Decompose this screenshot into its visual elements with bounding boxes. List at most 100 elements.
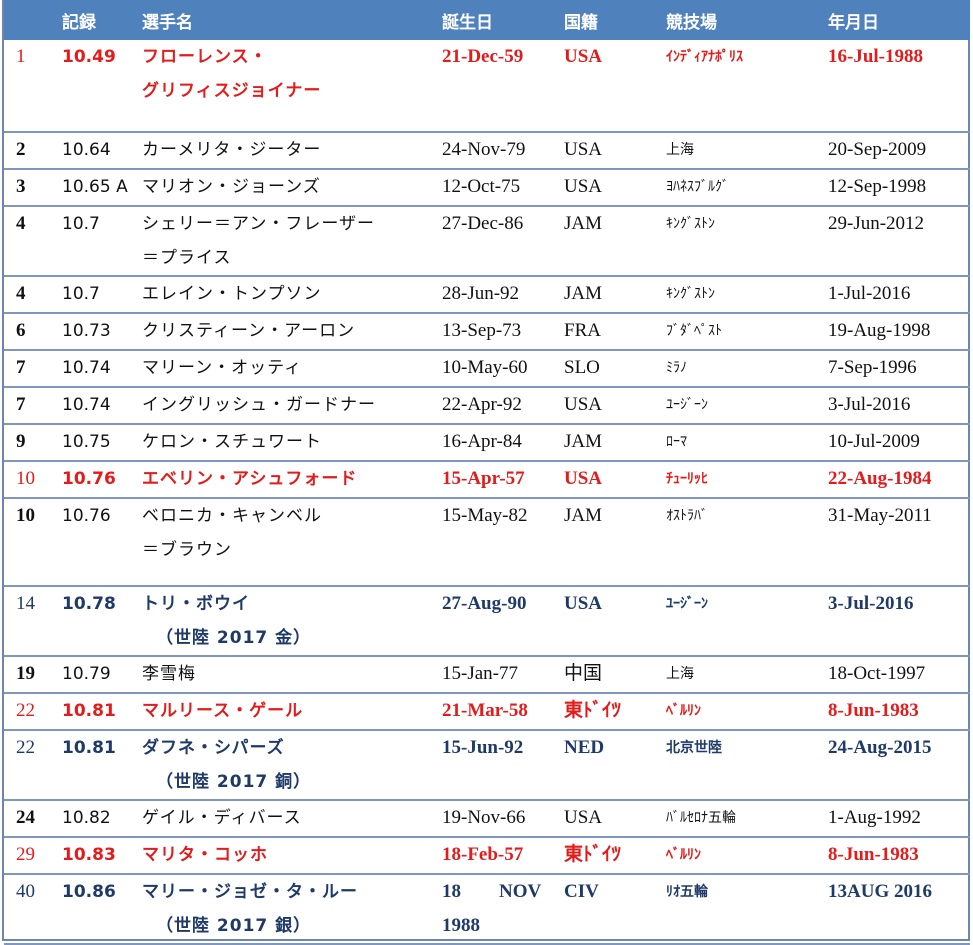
athlete-name-cell: イングリッシュ・ガードナー bbox=[134, 387, 434, 424]
nationality-cell: FRA bbox=[564, 320, 601, 341]
birthdate-text: 21-Dec-59 bbox=[442, 46, 524, 67]
table-row: 6 10.73 クリスティーン・アーロン 13-Sep-73 FRA ﾌﾞﾀﾞﾍﾟｽﾄ 19… bbox=[4, 313, 970, 350]
birthdate-text: 15-Jan-77 bbox=[442, 663, 518, 684]
table-row: 3 10.65 A マリオン・ジョーンズ 12-Oct-75 USA ﾖﾊﾈｽﾌﾞﾙｸﾞ 1… bbox=[4, 169, 970, 206]
date-cell: 8-Jun-1983 bbox=[828, 844, 919, 865]
birthdate-cell: 13-Sep-73 bbox=[434, 313, 556, 350]
nationality-cell: USA bbox=[564, 807, 603, 828]
venue-cell: ｲﾝﾃﾞｨｱﾅﾎﾟﾘｽ bbox=[666, 49, 743, 65]
athlete-name: カーメリタ・ジーター bbox=[142, 140, 322, 160]
rank-cell: 40 bbox=[16, 881, 35, 902]
athlete-name-cell: マリタ・コッホ bbox=[134, 837, 434, 874]
athlete-name: マリー・ジョゼ・タ・ルー bbox=[142, 882, 358, 902]
rank-cell: 29 bbox=[16, 844, 35, 865]
table-row: 22 10.81 ダフネ・シパーズ （世陸 2017 銅） 15-Jun-92 NED 北京… bbox=[4, 730, 970, 800]
athlete-name: マリタ・コッホ bbox=[142, 845, 268, 865]
records-table: 記録 選手名 誕生日 国籍 競技場 年月日 1 10.49 フローレンス・ グリフィス… bbox=[4, 0, 970, 945]
athlete-name-cell: マリー・ジョゼ・タ・ルー （世陸 2017 銀） bbox=[134, 874, 434, 944]
record-cell: 10.7 bbox=[62, 284, 100, 304]
athlete-name-cell: ダフネ・シパーズ （世陸 2017 銅） bbox=[134, 730, 434, 800]
athlete-name: ダフネ・シパーズ bbox=[142, 738, 285, 758]
header-date: 年月日 bbox=[828, 12, 879, 33]
birthdate-text: 13-Sep-73 bbox=[442, 320, 522, 341]
athlete-name: トリ・ボウイ bbox=[142, 594, 250, 614]
venue-cell: ｷﾝｸﾞｽﾄﾝ bbox=[666, 216, 715, 232]
birthdate-cell: 21-Dec-59 bbox=[434, 40, 556, 132]
date-cell: 22-Aug-1984 bbox=[828, 468, 932, 489]
birthdate-cell: 15-Jun-92 bbox=[434, 730, 556, 800]
table-header-row: 記録 選手名 誕生日 国籍 競技場 年月日 bbox=[4, 0, 970, 40]
rank-cell: 14 bbox=[16, 593, 35, 614]
table-row: 4 10.7 エレイン・トンプソン 28-Jun-92 JAM ｷﾝｸﾞｽﾄﾝ 1-Jul-… bbox=[4, 276, 970, 313]
birthdate-text: 24-Nov-79 bbox=[442, 139, 526, 160]
birthdate-text: 15-Apr-57 bbox=[442, 468, 525, 489]
header-athlete: 選手名 bbox=[142, 12, 193, 33]
birthdate-text: 27-Aug-90 bbox=[442, 593, 527, 614]
record-cell: 10.64 bbox=[62, 140, 111, 160]
venue-cell: ﾊﾞﾙｾﾛﾅ五輪 bbox=[666, 810, 736, 826]
nationality-cell: USA bbox=[564, 46, 603, 67]
athlete-name-line2: （世陸 2017 銅） bbox=[156, 772, 312, 792]
venue-cell: ﾘｵ五輪 bbox=[666, 884, 708, 900]
athlete-name-cell: フローレンス・ グリフィスジョイナー bbox=[134, 40, 434, 132]
athlete-name-line2: ＝プライス bbox=[142, 248, 232, 268]
nationality-cell: USA bbox=[564, 139, 603, 160]
birthdate-text: 18 NOV bbox=[442, 881, 542, 902]
venue-cell: 上海 bbox=[666, 666, 694, 682]
rank-cell: 4 bbox=[16, 213, 26, 234]
athlete-name: エレイン・トンプソン bbox=[142, 284, 322, 304]
record-cell: 10.81 bbox=[62, 701, 116, 721]
athlete-name: フローレンス・ bbox=[142, 47, 268, 67]
rank-cell: 10 bbox=[16, 468, 35, 489]
athlete-name: 李雪梅 bbox=[142, 664, 196, 684]
birthdate-cell: 28-Jun-92 bbox=[434, 276, 556, 313]
athlete-name: クリスティーン・アーロン bbox=[142, 321, 356, 341]
table-row: 29 10.83 マリタ・コッホ 18-Feb-57 東ﾄﾞｲﾂ ﾍﾞﾙﾘﾝ 8-Jun-1… bbox=[4, 837, 970, 874]
table-row: 7 10.74 イングリッシュ・ガードナー 22-Apr-92 USA ﾕｰｼﾞｰﾝ 3-J… bbox=[4, 387, 970, 424]
date-cell: 24-Aug-2015 bbox=[828, 737, 932, 758]
record-cell: 10.76 bbox=[62, 469, 116, 489]
rank-cell: 24 bbox=[16, 807, 35, 828]
athlete-name: マリーン・オッティ bbox=[142, 358, 303, 378]
venue-cell: ｵｽﾄﾗﾊﾞ bbox=[666, 508, 708, 524]
athlete-name-cell: ケロン・スチュワート bbox=[134, 424, 434, 461]
athlete-name-cell: エベリン・アシュフォード bbox=[134, 461, 434, 498]
rank-cell: 7 bbox=[16, 357, 26, 378]
table-row: 2 10.64 カーメリタ・ジーター 24-Nov-79 USA 上海 20-Sep-200… bbox=[4, 132, 970, 169]
athlete-name-cell: 李雪梅 bbox=[134, 656, 434, 693]
record-cell: 10.7 bbox=[62, 214, 100, 234]
venue-cell: ﾐﾗﾉ bbox=[666, 360, 687, 376]
nationality-cell: NED bbox=[564, 737, 605, 758]
birthdate-text: 18-Feb-57 bbox=[442, 844, 524, 865]
nationality-cell: SLO bbox=[564, 357, 600, 378]
date-cell: 20-Sep-2009 bbox=[828, 139, 927, 160]
birthdate-cell: 18 NOV 1988 bbox=[434, 874, 556, 944]
table-row: 4 10.7 シェリー＝アン・フレーザー ＝プライス 27-Dec-86 JAM ｷﾝｸﾞｽ… bbox=[4, 206, 970, 276]
table-row: 40 10.86 マリー・ジョゼ・タ・ルー （世陸 2017 銀） 18 NOV 1988… bbox=[4, 874, 970, 944]
birthdate-text: 22-Apr-92 bbox=[442, 394, 522, 415]
nationality-cell: JAM bbox=[564, 213, 603, 234]
athlete-name: マリオン・ジョーンズ bbox=[142, 177, 321, 197]
record-cell: 10.73 bbox=[62, 321, 111, 341]
nationality-cell: JAM bbox=[564, 505, 603, 526]
birthdate-text: 21-Mar-58 bbox=[442, 700, 528, 721]
header-record: 記録 bbox=[62, 12, 96, 33]
birthdate-cell: 15-Apr-57 bbox=[434, 461, 556, 498]
table-row: 24 10.82 ゲイル・ディバース 19-Nov-66 USA ﾊﾞﾙｾﾛﾅ五輪 1-Au… bbox=[4, 800, 970, 837]
athlete-name-line2: ＝ブラウン bbox=[142, 540, 232, 560]
venue-cell: ﾖﾊﾈｽﾌﾞﾙｸﾞ bbox=[666, 179, 729, 195]
birthdate-cell: 19-Nov-66 bbox=[434, 800, 556, 837]
rank-cell: 9 bbox=[16, 431, 26, 452]
athlete-name: エベリン・アシュフォード bbox=[142, 469, 358, 489]
date-cell: 10-Jul-2009 bbox=[828, 431, 920, 452]
venue-cell: 北京世陸 bbox=[666, 740, 722, 756]
athlete-name-cell: マルリース・ゲール bbox=[134, 693, 434, 730]
rank-cell: 22 bbox=[16, 737, 35, 758]
rank-cell: 3 bbox=[16, 176, 26, 197]
record-cell: 10.74 bbox=[62, 358, 111, 378]
nationality-cell: JAM bbox=[564, 283, 603, 304]
table-row: 19 10.79 李雪梅 15-Jan-77 中国 上海 18-Oct-1997 bbox=[4, 656, 970, 693]
record-cell: 10.78 bbox=[62, 594, 116, 614]
birthdate-text: 28-Jun-92 bbox=[442, 283, 520, 304]
